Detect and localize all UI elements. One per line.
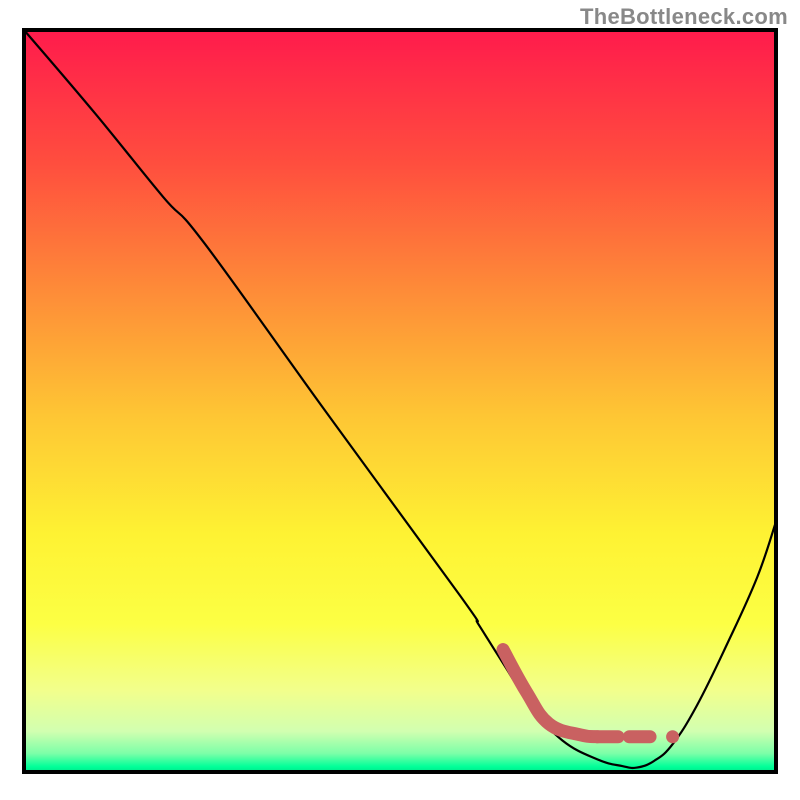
watermark-text: TheBottleneck.com xyxy=(580,4,788,30)
gradient-background xyxy=(24,30,776,772)
bottleneck-chart xyxy=(0,0,800,800)
chart-container: TheBottleneck.com xyxy=(0,0,800,800)
highlighted-dot xyxy=(666,730,679,743)
